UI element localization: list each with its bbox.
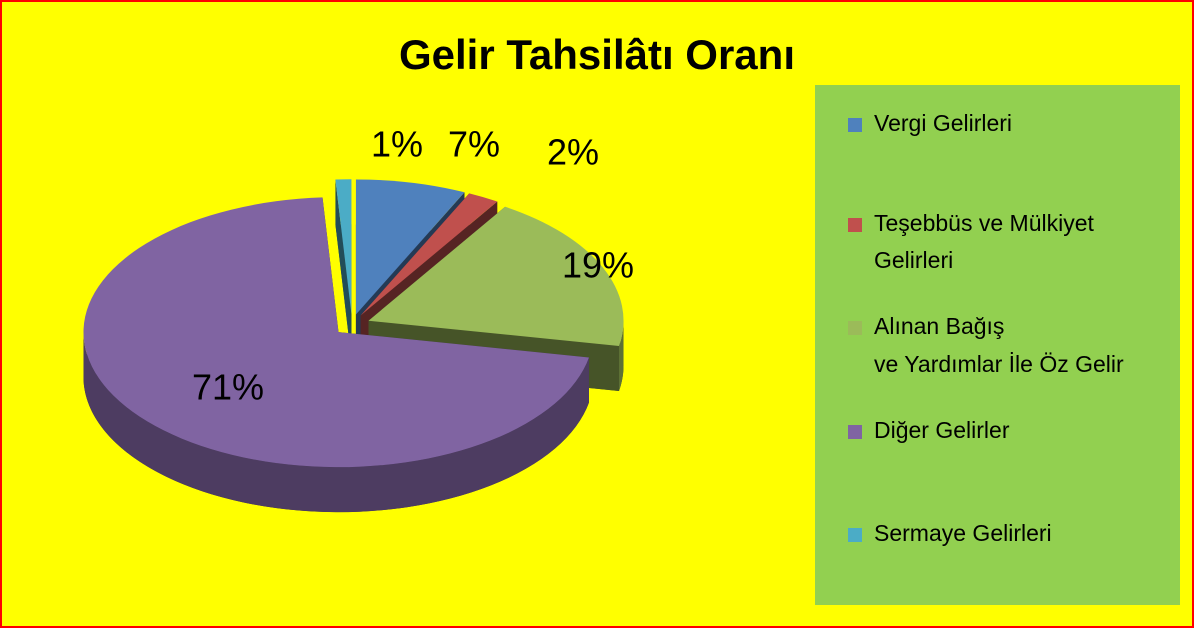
slice-top: [83, 197, 589, 468]
slice: [335, 179, 352, 360]
legend-label: Diğer Gelirler: [874, 417, 1010, 443]
slice-side: [83, 332, 589, 513]
legend-swatch: [848, 425, 862, 439]
legend-label: Teşebbüs ve Mülkiyet Gelirleri: [874, 210, 1094, 273]
slice: [83, 197, 589, 513]
data-label: 19%: [562, 245, 634, 286]
slice-side: [619, 320, 624, 392]
legend-label-line: Gelirleri: [874, 247, 953, 273]
slice-top: [360, 193, 498, 316]
legend-label-line: Teşebbüs ve Mülkiyet: [874, 210, 1094, 236]
legend-swatch: [848, 118, 862, 132]
legend-label: Alınan Bağış ve Yardımlar İle Öz Gelir: [874, 313, 1124, 377]
legend-box: [815, 85, 1180, 605]
data-label: 7%: [448, 124, 500, 165]
slice-top: [368, 206, 624, 347]
data-label: 1%: [371, 124, 423, 165]
legend-label-line: ve Yardımlar İle Öz Gelir: [874, 351, 1124, 377]
chart-title: Gelir Tahsilâtı Oranı: [399, 31, 795, 78]
data-label: 71%: [192, 367, 264, 408]
legend-swatch: [848, 321, 862, 335]
legend-swatch: [848, 218, 862, 232]
legend-swatch: [848, 528, 862, 542]
legend-label: Sermaye Gelirleri: [874, 520, 1052, 546]
slice-top: [335, 179, 352, 315]
slice-wall: [335, 179, 352, 360]
legend-label-line: Alınan Bağış: [874, 313, 1004, 339]
slice-top: [355, 179, 465, 315]
legend-label: Vergi Gelirleri: [874, 110, 1012, 136]
data-label: 2%: [547, 132, 599, 173]
